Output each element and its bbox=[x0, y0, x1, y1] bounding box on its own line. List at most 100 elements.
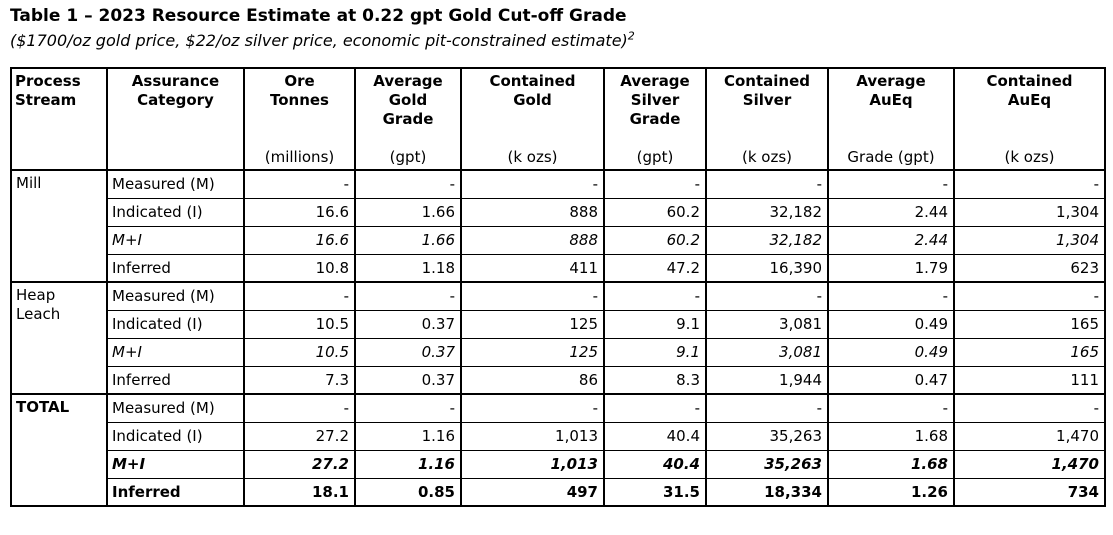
value-cell: 9.1 bbox=[603, 337, 707, 367]
value-cell: 1.66 bbox=[354, 225, 462, 255]
footnote-superscript: 2 bbox=[627, 29, 635, 43]
process-stream-cell: Mill bbox=[10, 169, 108, 283]
header-label: Average AuEq bbox=[856, 72, 926, 109]
value-cell: 27.2 bbox=[243, 449, 356, 479]
header-contained-aueq: Contained AuEq (k ozs) bbox=[953, 67, 1106, 171]
value-cell: 3,081 bbox=[705, 309, 829, 339]
value-cell: 27.2 bbox=[243, 421, 356, 451]
value-cell: 411 bbox=[460, 253, 605, 283]
value-cell: - bbox=[953, 281, 1106, 311]
header-label: Assurance Category bbox=[131, 72, 220, 109]
header-contained-silver: Contained Silver (k ozs) bbox=[705, 67, 829, 171]
table-row: M+I 27.2 1.16 1,013 40.4 35,263 1.68 1,470 bbox=[11, 449, 1106, 479]
value-cell: - bbox=[705, 393, 829, 423]
value-cell: 1,470 bbox=[953, 421, 1106, 451]
table-row: Inferred 10.8 1.18 411 47.2 16,390 1.79 623 bbox=[11, 253, 1106, 283]
table-body: Mill Measured (M) - - - - - - - Indicated (I) 16.6… bbox=[10, 169, 1106, 507]
assurance-category-cell: Inferred bbox=[106, 477, 245, 507]
table-row: Indicated (I) 16.6 1.66 888 60.2 32,182 2.44 1,… bbox=[11, 197, 1106, 227]
value-cell: 0.37 bbox=[354, 365, 462, 395]
process-stream-cell: TOTAL bbox=[10, 393, 108, 507]
table-row: M+I 16.6 1.66 888 60.2 32,182 2.44 1,304 bbox=[11, 225, 1106, 255]
value-cell: 0.47 bbox=[827, 365, 955, 395]
value-cell: 0.49 bbox=[827, 309, 955, 339]
value-cell: - bbox=[705, 169, 829, 199]
header-label: Contained Silver bbox=[723, 72, 810, 109]
value-cell: 165 bbox=[953, 337, 1106, 367]
page-subtitle-text: ($1700/oz gold price, $22/oz silver pric… bbox=[10, 31, 628, 50]
value-cell: - bbox=[354, 169, 462, 199]
header-unit: (gpt) bbox=[636, 148, 674, 166]
assurance-category-cell: Indicated (I) bbox=[106, 421, 245, 451]
header-label: Process Stream bbox=[15, 72, 81, 109]
value-cell: 125 bbox=[460, 309, 605, 339]
value-cell: 888 bbox=[460, 225, 605, 255]
value-cell: 86 bbox=[460, 365, 605, 395]
header-unit: (k ozs) bbox=[507, 148, 558, 166]
assurance-category-cell: M+I bbox=[106, 337, 245, 367]
table-row: M+I 10.5 0.37 125 9.1 3,081 0.49 165 bbox=[11, 337, 1106, 367]
assurance-category-cell: Inferred bbox=[106, 365, 245, 395]
value-cell: 1,304 bbox=[953, 225, 1106, 255]
assurance-category-cell: Measured (M) bbox=[106, 281, 245, 311]
value-cell: 1.16 bbox=[354, 421, 462, 451]
header-average-aueq: Average AuEq Grade (gpt) bbox=[827, 67, 955, 171]
value-cell: 1.18 bbox=[354, 253, 462, 283]
value-cell: 9.1 bbox=[603, 309, 707, 339]
value-cell: 18.1 bbox=[243, 477, 356, 507]
assurance-category-cell: Inferred bbox=[106, 253, 245, 283]
value-cell: 497 bbox=[460, 477, 605, 507]
header-contained-gold: Contained Gold (k ozs) bbox=[460, 67, 605, 171]
table-row: Mill Measured (M) - - - - - - - bbox=[10, 169, 1106, 283]
value-cell: - bbox=[460, 169, 605, 199]
value-cell: 1.16 bbox=[354, 449, 462, 479]
value-cell: 165 bbox=[953, 309, 1106, 339]
value-cell: - bbox=[827, 281, 955, 311]
table-row: Inferred 18.1 0.85 497 31.5 18,334 1.26 734 bbox=[11, 477, 1106, 507]
value-cell: - bbox=[603, 169, 707, 199]
table-row: Heap Leach Measured (M) - - - - - - - bbox=[10, 281, 1106, 395]
table-header-row: Process Stream Assurance Category Ore To… bbox=[10, 67, 1106, 171]
value-cell: 10.8 bbox=[243, 253, 356, 283]
table-row: Inferred 7.3 0.37 86 8.3 1,944 0.47 111 bbox=[11, 365, 1106, 395]
value-cell: - bbox=[603, 281, 707, 311]
value-cell: 7.3 bbox=[243, 365, 356, 395]
value-cell: 1.68 bbox=[827, 449, 955, 479]
value-cell: 0.49 bbox=[827, 337, 955, 367]
assurance-category-cell: Indicated (I) bbox=[106, 197, 245, 227]
header-average-silver-grade: Average Silver Grade (gpt) bbox=[603, 67, 707, 171]
value-cell: 111 bbox=[953, 365, 1106, 395]
value-cell: - bbox=[243, 169, 356, 199]
value-cell: 0.37 bbox=[354, 337, 462, 367]
value-cell: 1.26 bbox=[827, 477, 955, 507]
value-cell: 18,334 bbox=[705, 477, 829, 507]
value-cell: 0.37 bbox=[354, 309, 462, 339]
value-cell: - bbox=[354, 281, 462, 311]
resource-estimate-table: Process Stream Assurance Category Ore To… bbox=[10, 67, 1106, 507]
assurance-category-cell: Indicated (I) bbox=[106, 309, 245, 339]
value-cell: 35,263 bbox=[705, 421, 829, 451]
value-cell: - bbox=[603, 393, 707, 423]
header-assurance-category: Assurance Category bbox=[106, 67, 245, 171]
value-cell: 60.2 bbox=[603, 197, 707, 227]
value-cell: 32,182 bbox=[705, 197, 829, 227]
assurance-category-cell: Measured (M) bbox=[106, 393, 245, 423]
value-cell: - bbox=[460, 393, 605, 423]
value-cell: - bbox=[827, 393, 955, 423]
header-unit: (gpt) bbox=[389, 148, 427, 166]
value-cell: 10.5 bbox=[243, 309, 356, 339]
page-subtitle: ($1700/oz gold price, $22/oz silver pric… bbox=[10, 28, 1104, 53]
assurance-category-cell: M+I bbox=[106, 449, 245, 479]
value-cell: 1,470 bbox=[953, 449, 1106, 479]
header-label: Average Silver Grade bbox=[620, 72, 690, 128]
value-cell: 3,081 bbox=[705, 337, 829, 367]
value-cell: - bbox=[953, 393, 1106, 423]
header-label: Average Gold Grade bbox=[373, 72, 443, 128]
assurance-category-cell: M+I bbox=[106, 225, 245, 255]
value-cell: - bbox=[705, 281, 829, 311]
value-cell: - bbox=[243, 281, 356, 311]
value-cell: 47.2 bbox=[603, 253, 707, 283]
table-row: TOTAL Measured (M) - - - - - - - bbox=[10, 393, 1106, 507]
value-cell: 734 bbox=[953, 477, 1106, 507]
